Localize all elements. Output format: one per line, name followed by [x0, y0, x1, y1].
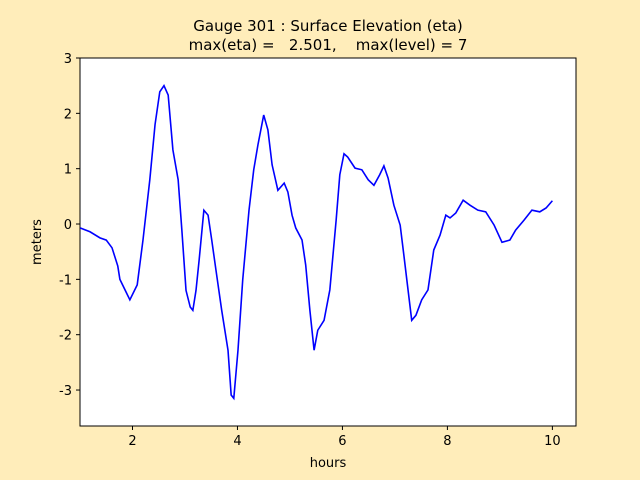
x-tick-label: 6 — [338, 434, 346, 449]
y-tick-label: 1 — [64, 163, 72, 178]
chart-subtitle: max(eta) = 2.501, max(level) = 7 — [189, 36, 468, 54]
plot-area — [79, 57, 577, 427]
y-tick-label: 0 — [64, 218, 72, 233]
y-tick-label: -2 — [59, 329, 72, 344]
x-axis-label: hours — [310, 456, 347, 471]
y-axis-label: meters — [30, 219, 45, 265]
x-tick-label: 4 — [233, 434, 241, 449]
x-tick-label: 2 — [128, 434, 136, 449]
chart-title: Gauge 301 : Surface Elevation (eta) — [193, 17, 462, 35]
x-tick-label: 10 — [544, 434, 561, 449]
y-tick-label: -3 — [59, 384, 72, 399]
y-tick-label: -1 — [59, 273, 72, 288]
x-tick-label: 8 — [443, 434, 451, 449]
y-tick-label: 2 — [64, 107, 72, 122]
y-tick-label: 3 — [64, 52, 72, 67]
data-line — [80, 84, 553, 401]
